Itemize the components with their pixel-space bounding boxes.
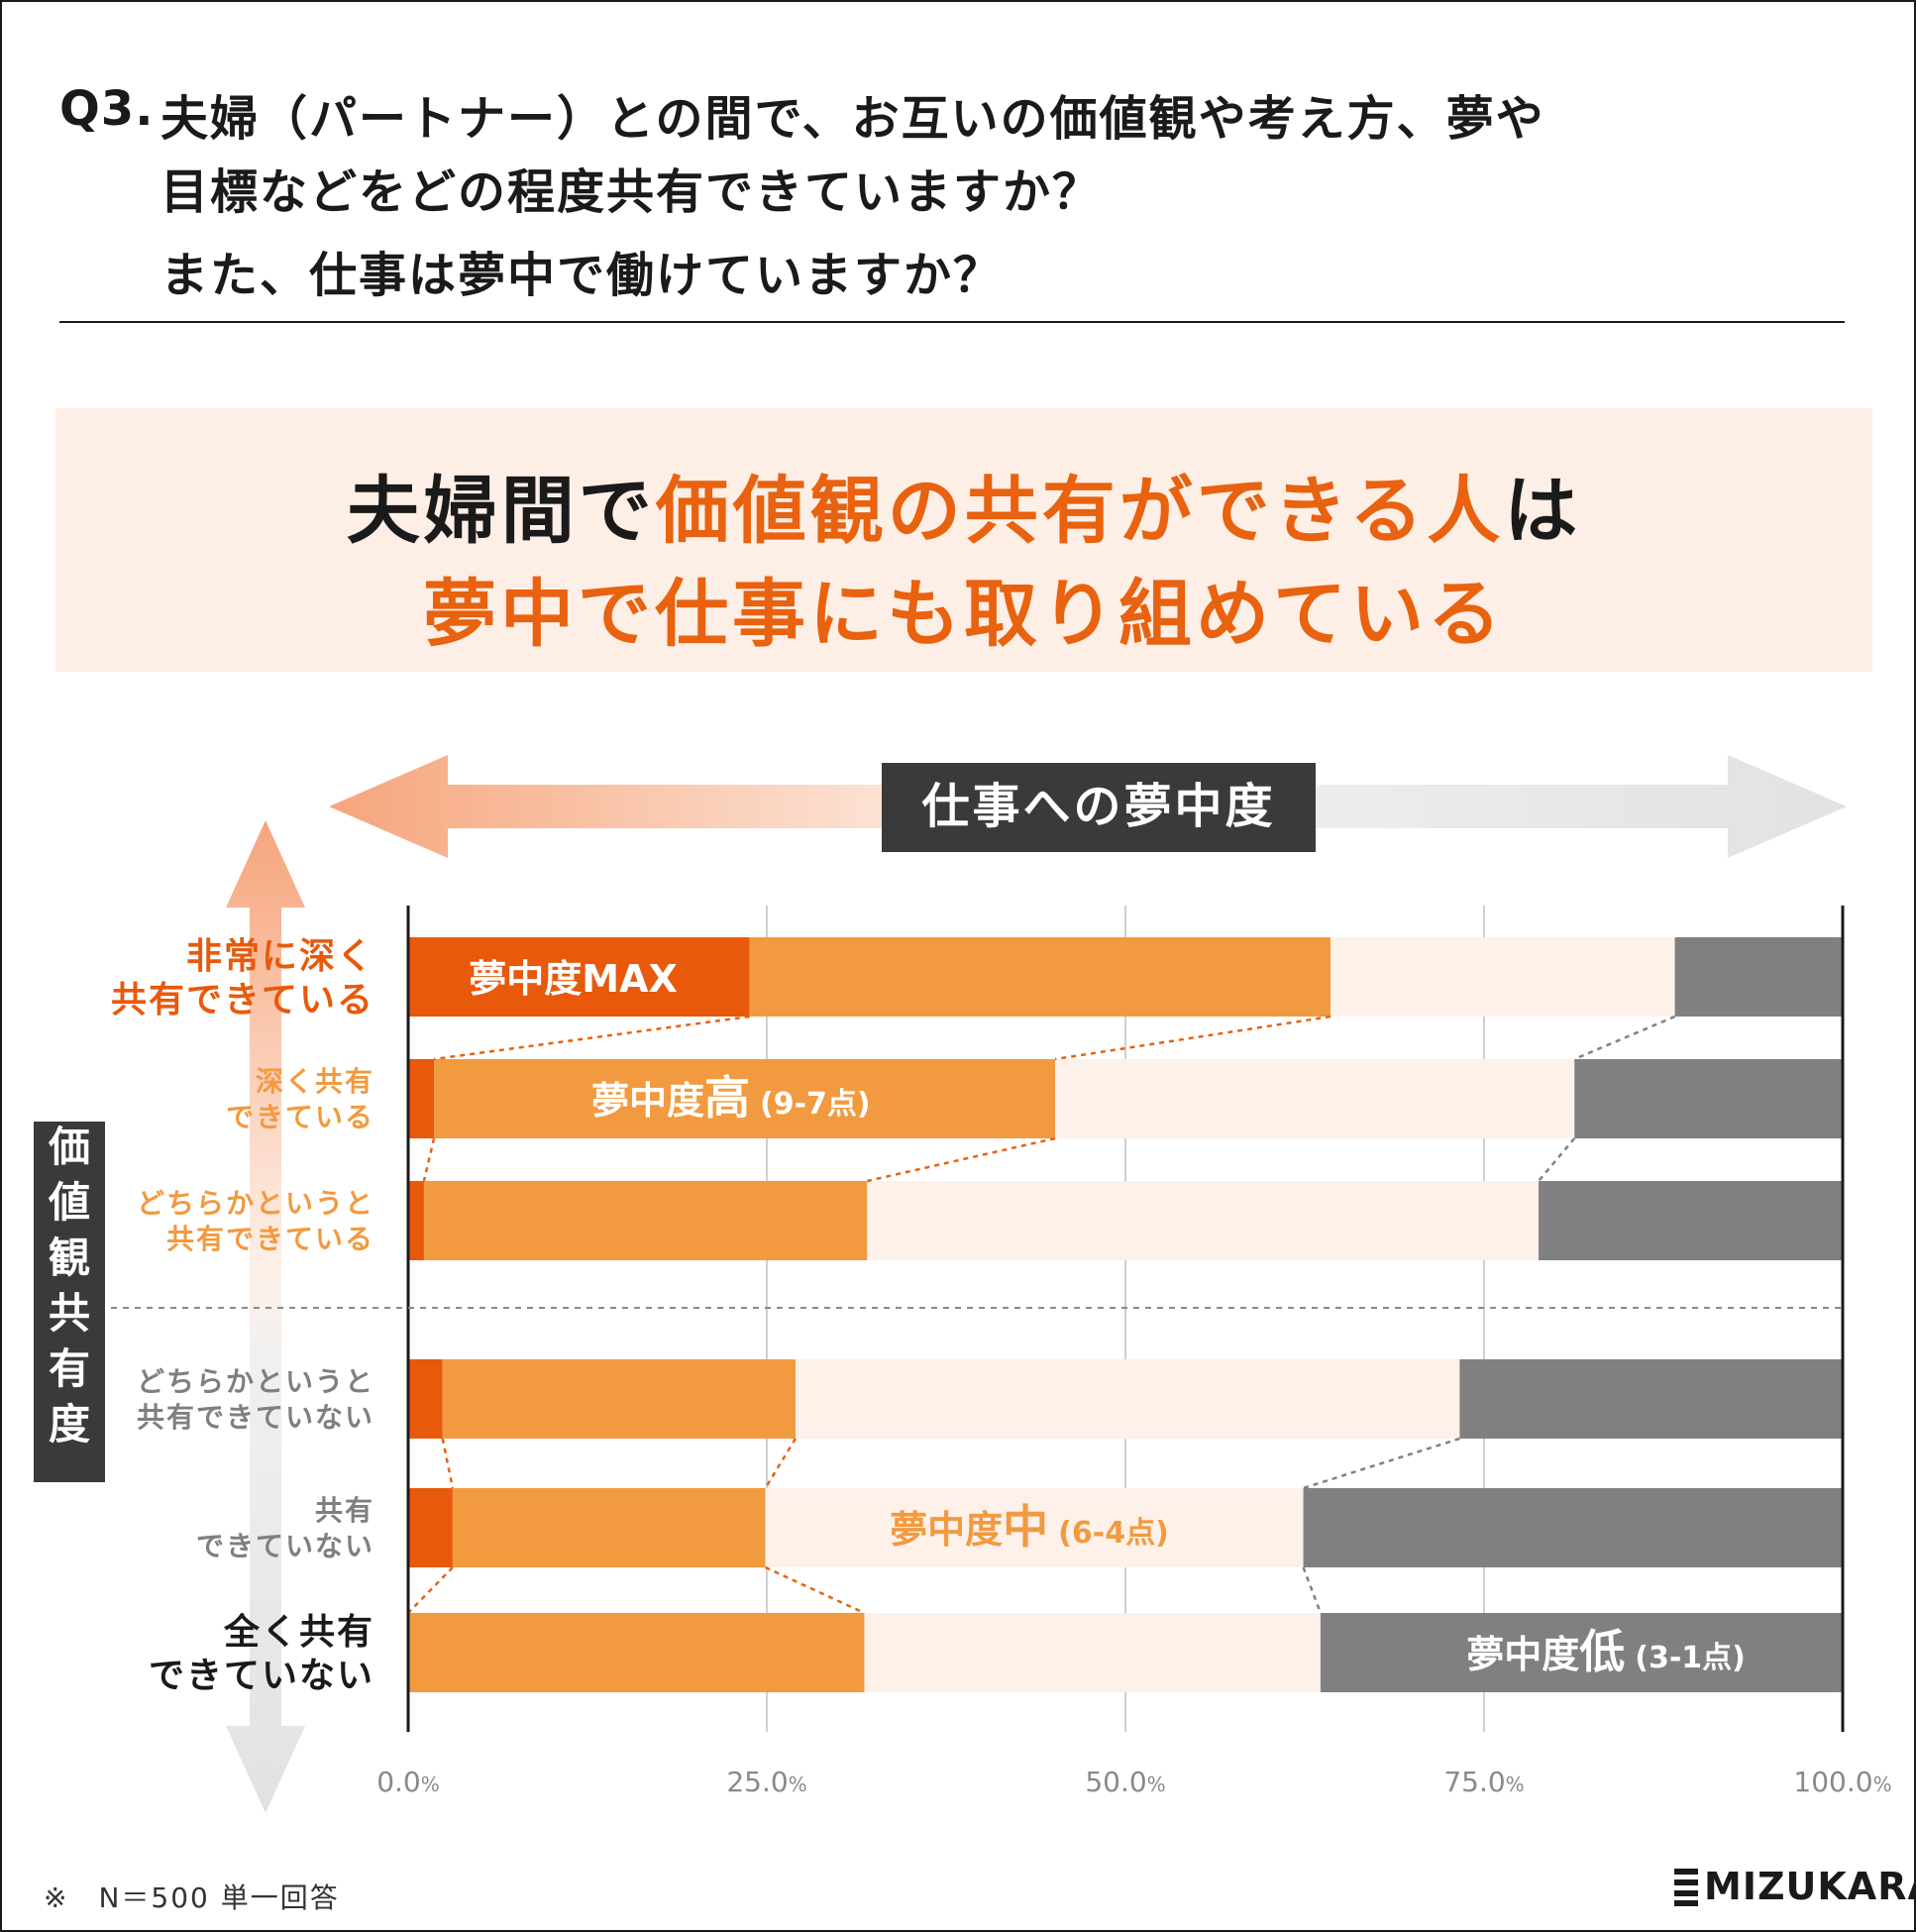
- bar-segment-row1-high: [749, 937, 1331, 1017]
- category-label-row1-line1: 非常に深く: [186, 936, 374, 977]
- category-label-row2-line1: 深く共有: [256, 1065, 374, 1098]
- connector-row1-boundary3: [1573, 1015, 1676, 1061]
- question-text-line2: 目標などをどの程度共有できていますか？: [160, 164, 1103, 220]
- title-divider: [59, 321, 1845, 323]
- category-label-row5-line2: できていない: [196, 1530, 374, 1562]
- category-label-row4-line1: どちらかというと: [137, 1365, 374, 1398]
- connector-row5-boundary2: [765, 1565, 865, 1615]
- headline-banner: 夫婦間で価値観の共有ができる人は 夢中で仕事にも取り組めている: [55, 408, 1872, 672]
- connector-row2-boundary2: [867, 1136, 1056, 1183]
- x-tick-label-50.0: 50.0%: [1085, 1766, 1165, 1798]
- bar-segment-row6-mid: [864, 1613, 1321, 1692]
- headline-line1: 夫婦間で価値観の共有ができる人は: [55, 452, 1872, 558]
- category-label-row3-line1: どちらかというと: [137, 1187, 374, 1220]
- bar-segment-row5-low: [1303, 1488, 1843, 1567]
- logo-mark-icon: [1674, 1869, 1700, 1906]
- bar-segment-row6-low: [1320, 1613, 1843, 1692]
- bar-segment-row2-high: [434, 1059, 1056, 1138]
- connector-row1-boundary1: [433, 1015, 750, 1061]
- question-text-line3: また、仕事は夢中で働けていますか？: [160, 248, 1004, 303]
- x-tick-label-100.0: 100.0%: [1793, 1766, 1891, 1798]
- category-label-row3-line2: 共有できている: [166, 1223, 374, 1255]
- bar-segment-row5-mid: [765, 1488, 1304, 1567]
- bar-segment-row5-high: [452, 1488, 766, 1567]
- bar-segment-row1-max: [408, 937, 750, 1017]
- connector-row4-boundary2: [764, 1438, 798, 1489]
- headline-emphasis: 価値観の共有ができる人: [655, 469, 1505, 554]
- bar-segment-row4-low: [1459, 1359, 1843, 1439]
- headline-line2: 夢中で仕事にも取り組めている: [423, 572, 1505, 657]
- question-number: Q3.: [59, 81, 155, 137]
- x-tick-label-25.0: 25.0%: [726, 1766, 806, 1798]
- bar-segment-row4-high: [442, 1359, 796, 1439]
- connector-row4-boundary3: [1303, 1437, 1460, 1490]
- logo-text: MIZUKARA: [1704, 1865, 1916, 1908]
- bar-segment-row5-max: [408, 1488, 453, 1567]
- bar-segment-row4-max: [408, 1359, 443, 1439]
- x-tick-label-0.0: 0.0%: [376, 1766, 440, 1798]
- x-tick-label-75.0: 75.0%: [1443, 1766, 1524, 1798]
- category-label-row5-line1: 共有: [315, 1494, 374, 1527]
- connector-row2-boundary3: [1538, 1137, 1576, 1182]
- bar-segment-row6-high: [408, 1613, 865, 1692]
- connector-row5-boundary3: [1302, 1566, 1323, 1614]
- category-label-row6-line2: できていない: [149, 1656, 374, 1696]
- vertical-double-arrow-icon: [226, 820, 305, 1813]
- headline-suffix: は: [1504, 469, 1582, 554]
- bar-segment-row2-mid: [1055, 1059, 1575, 1138]
- y-axis-title-box: [34, 1122, 105, 1482]
- bar-segment-row2-low: [1574, 1059, 1843, 1138]
- y-axis-title: 価値観共有度: [48, 1123, 90, 1449]
- connector-row1-boundary2: [1054, 1015, 1331, 1061]
- footnote-sample-size: ※ N＝500 単一回答: [44, 1881, 340, 1914]
- bar-segment-row3-max: [408, 1181, 424, 1260]
- bar-segment-row2-max: [408, 1059, 435, 1138]
- mizukara-logo: MIZUKARA: [1674, 1865, 1916, 1910]
- category-label-row2-line2: できている: [226, 1101, 374, 1133]
- bar-segment-row3-low: [1539, 1181, 1843, 1260]
- bar-segment-row1-low: [1674, 937, 1843, 1017]
- series-label-max: 夢中度MAX: [469, 957, 678, 1001]
- connector-row2-boundary1: [422, 1137, 436, 1182]
- x-axis-title: 仕事への夢中度: [921, 779, 1275, 834]
- category-label-row4-line2: 共有できていない: [137, 1401, 374, 1434]
- bar-segment-row1-mid: [1331, 937, 1675, 1017]
- x-axis-title-box: [882, 763, 1316, 852]
- headline-prefix: 夫婦間で: [346, 469, 656, 554]
- question-text-line1: 夫婦（パートナー）との間で、お互いの価値観や考え方、夢や: [160, 91, 1545, 147]
- series-label-high: 夢中度高 (9-7点): [591, 1071, 871, 1125]
- bar-segment-row4-mid: [795, 1359, 1460, 1439]
- series-label-mid: 夢中度中 (6-4点): [890, 1500, 1169, 1554]
- category-label-row6-line1: 全く共有: [223, 1611, 374, 1653]
- bar-segment-row3-mid: [867, 1181, 1540, 1260]
- connector-row5-boundary1: [407, 1566, 454, 1614]
- bar-segment-row3-high: [423, 1181, 868, 1260]
- category-label-row1-line2: 共有できている: [111, 980, 374, 1020]
- series-label-low: 夢中度低 (3-1点): [1466, 1625, 1746, 1678]
- connector-row4-boundary1: [441, 1438, 455, 1489]
